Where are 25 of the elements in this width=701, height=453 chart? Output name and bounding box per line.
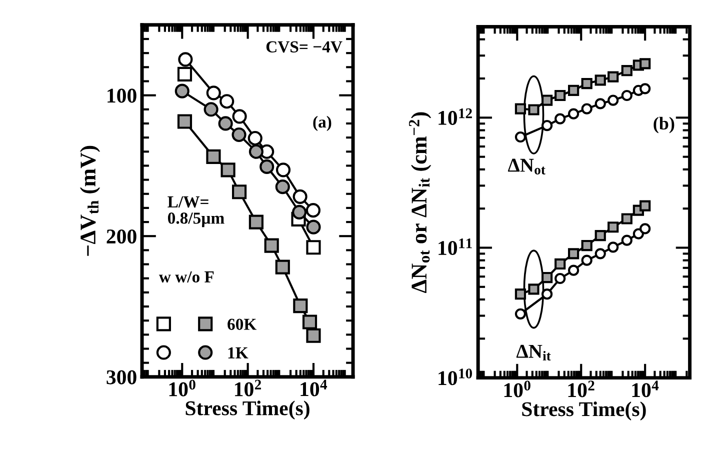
annotation: ΔN$_{ot}$ (508, 158, 546, 174)
x-tick-label: 10$^{2}$ (235, 380, 261, 396)
x-tick-label: 10$^{0}$ (169, 380, 196, 396)
y-tick-label: 100 (108, 88, 136, 103)
y-axis-title: ΔN$_{ot}$ or ΔN$_{it}$ (cm$^{−2}$) (408, 112, 432, 293)
x-tick-label: 10$^{4}$ (632, 380, 659, 398)
x-axis-title: Stress Time(s) (522, 402, 646, 420)
annotation: (b) (654, 116, 674, 134)
x-axis-title: Stress Time(s) (186, 400, 310, 420)
x-tick-label: 10$^{2}$ (568, 380, 594, 398)
x-tick-label: 10$^{4}$ (300, 380, 328, 396)
annotation: w w/o F (158, 271, 214, 283)
y-tick-label: 300 (106, 370, 136, 384)
y-tick-label: 10$^{11}$ (438, 238, 472, 256)
y-tick-label: 200 (106, 229, 136, 244)
y-tick-label: 10$^{10}$ (438, 368, 472, 386)
annotation: ΔN$_{it}$ (516, 344, 551, 361)
y-tick-label: 10$^{12}$ (438, 108, 472, 125)
annotation: CVS= −4V (266, 41, 342, 53)
legend-label: 60K (228, 318, 257, 330)
annotation: (a) (313, 116, 332, 132)
legend-label: 1K (228, 347, 248, 358)
y-axis-title: −ΔV$_{th}$ (mV) (80, 146, 100, 256)
annotation: L/W= 0.8/5µm (168, 196, 224, 228)
x-tick-label: 10$^{0}$ (504, 380, 530, 398)
